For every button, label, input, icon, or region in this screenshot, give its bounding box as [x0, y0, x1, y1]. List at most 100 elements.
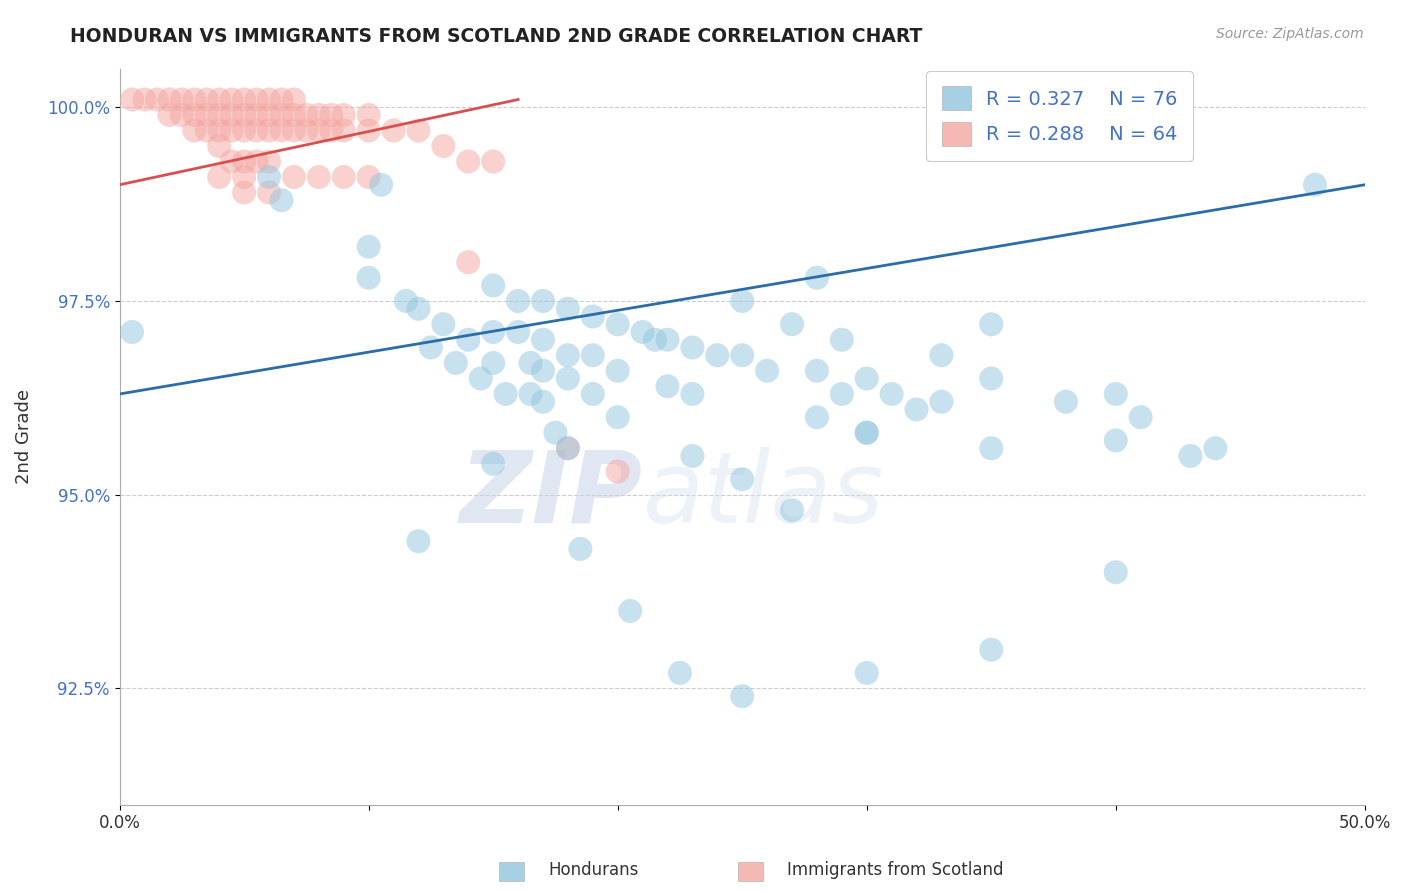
Point — [531, 394, 554, 409]
Point — [470, 371, 492, 385]
Point — [756, 364, 779, 378]
Point — [731, 348, 754, 362]
Point — [321, 123, 343, 137]
Point — [482, 457, 505, 471]
Point — [482, 325, 505, 339]
Point — [270, 108, 292, 122]
Point — [408, 301, 430, 316]
Point — [582, 387, 605, 401]
Text: Source: ZipAtlas.com: Source: ZipAtlas.com — [1216, 27, 1364, 41]
Point — [257, 108, 280, 122]
Point — [357, 240, 380, 254]
Point — [557, 441, 579, 455]
Point — [283, 108, 305, 122]
Point — [619, 604, 641, 618]
Point — [506, 325, 529, 339]
Point — [332, 108, 354, 122]
Point — [357, 108, 380, 122]
Point — [382, 123, 405, 137]
Point — [706, 348, 728, 362]
Point — [208, 93, 231, 107]
Point — [855, 371, 877, 385]
Point — [606, 465, 628, 479]
Point — [557, 348, 579, 362]
Point — [233, 108, 256, 122]
Point — [1204, 441, 1226, 455]
Point — [582, 310, 605, 324]
Point — [208, 123, 231, 137]
Point — [270, 93, 292, 107]
Point — [270, 123, 292, 137]
Point — [544, 425, 567, 440]
Point — [931, 394, 953, 409]
Point — [270, 193, 292, 207]
Point — [395, 293, 418, 308]
Point — [557, 441, 579, 455]
Point — [257, 93, 280, 107]
Point — [221, 108, 243, 122]
Text: HONDURAN VS IMMIGRANTS FROM SCOTLAND 2ND GRADE CORRELATION CHART: HONDURAN VS IMMIGRANTS FROM SCOTLAND 2ND… — [70, 27, 922, 45]
Point — [657, 379, 679, 393]
Point — [531, 293, 554, 308]
Point — [1105, 434, 1128, 448]
Point — [681, 449, 703, 463]
Point — [519, 356, 541, 370]
Point — [980, 642, 1002, 657]
Point — [283, 93, 305, 107]
Point — [183, 93, 205, 107]
Point — [506, 293, 529, 308]
Point — [170, 93, 193, 107]
Point — [432, 317, 454, 331]
Point — [208, 139, 231, 153]
Point — [482, 356, 505, 370]
Point — [332, 123, 354, 137]
Point — [731, 689, 754, 703]
Point — [806, 410, 828, 425]
Point — [1303, 178, 1326, 192]
Point — [195, 93, 218, 107]
Point — [283, 169, 305, 184]
Point — [221, 123, 243, 137]
Point — [308, 123, 330, 137]
Point — [980, 441, 1002, 455]
Point — [657, 333, 679, 347]
Point — [419, 341, 441, 355]
Point — [880, 387, 903, 401]
Point — [482, 154, 505, 169]
Point — [669, 665, 692, 680]
Point — [183, 123, 205, 137]
Point — [370, 178, 392, 192]
Point — [408, 123, 430, 137]
Point — [1180, 449, 1202, 463]
Point — [531, 333, 554, 347]
Point — [495, 387, 517, 401]
Point — [195, 123, 218, 137]
Point — [134, 93, 156, 107]
Point — [183, 108, 205, 122]
Point — [357, 270, 380, 285]
Point — [631, 325, 654, 339]
Point — [606, 317, 628, 331]
Point — [245, 108, 267, 122]
Point — [321, 108, 343, 122]
Point — [245, 93, 267, 107]
Point — [806, 270, 828, 285]
Point — [408, 534, 430, 549]
Point — [905, 402, 928, 417]
Text: Hondurans: Hondurans — [548, 861, 638, 879]
Point — [257, 186, 280, 200]
Y-axis label: 2nd Grade: 2nd Grade — [15, 389, 32, 484]
Point — [295, 108, 318, 122]
Point — [357, 123, 380, 137]
Point — [245, 123, 267, 137]
Point — [233, 154, 256, 169]
Point — [457, 154, 479, 169]
Point — [980, 371, 1002, 385]
Point — [283, 123, 305, 137]
Text: atlas: atlas — [643, 447, 884, 544]
Point — [233, 169, 256, 184]
Point — [432, 139, 454, 153]
Point — [457, 333, 479, 347]
Point — [308, 108, 330, 122]
Point — [257, 123, 280, 137]
